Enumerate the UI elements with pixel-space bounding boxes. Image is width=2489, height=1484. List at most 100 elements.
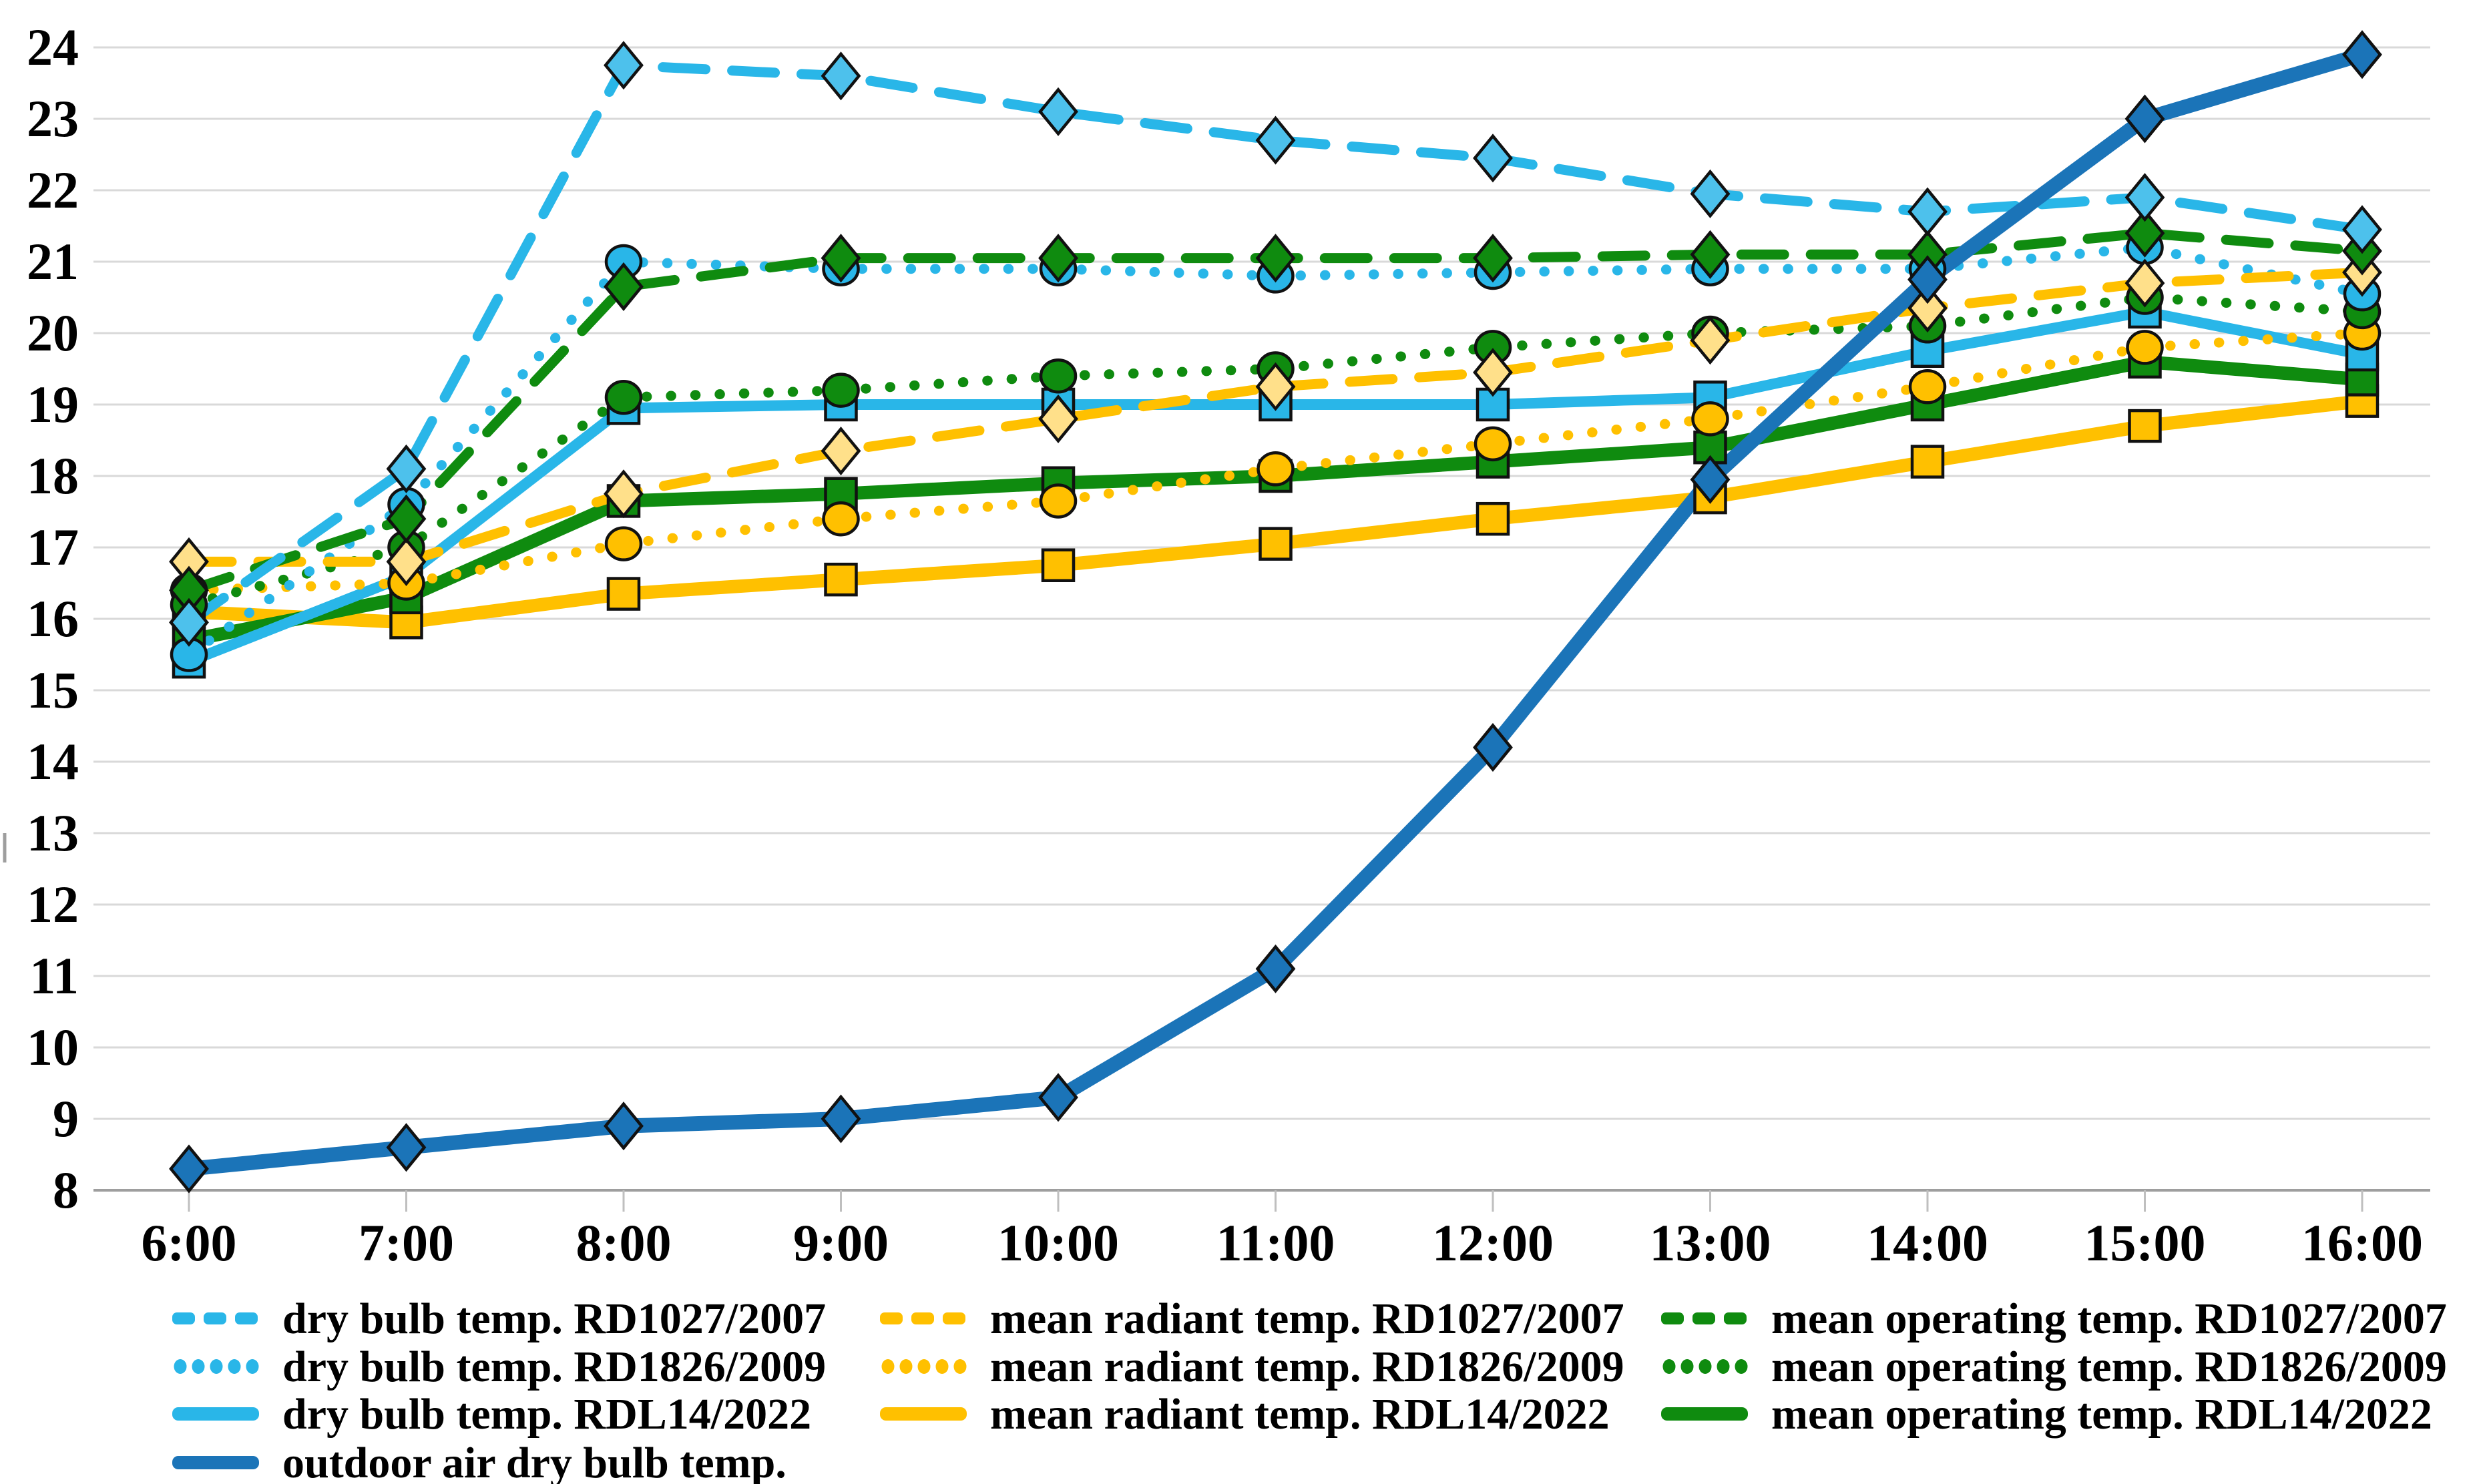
- marker-diamond-mean_operating_rd1027: [604, 262, 644, 312]
- x-axis-label-10:00: 10:00: [997, 1214, 1119, 1272]
- marker-square-mean_radiant_rdl14: [1259, 527, 1293, 561]
- legend-label-dry_bulb_rd1826: dry bulb temp. RD1826/2009: [282, 1342, 826, 1391]
- series-line-dry_bulb_rd1027: [184, 60, 2367, 628]
- marker-square-mean_radiant_rdl14: [1476, 501, 1510, 536]
- x-axis-label-13:00: 13:00: [1650, 1214, 1771, 1272]
- marker-diamond-mean_radiant_rd1027: [1907, 283, 1948, 333]
- y-axis-label-11: 11: [29, 947, 79, 1005]
- marker-diamond-outdoor: [1255, 944, 1296, 993]
- y-axis-label-18: 18: [27, 447, 79, 505]
- marker-diamond-outdoor: [1473, 723, 1513, 772]
- legend-item-mean_radiant_rdl14: mean radiant temp. RDL14/2022: [880, 1390, 1610, 1439]
- marker-circle-mean_radiant_rd1826: [1474, 426, 1512, 462]
- x-axis-label-15:00: 15:00: [2084, 1214, 2206, 1272]
- legend-swatch-dotted-dry_bulb_rd1826: [210, 1359, 223, 1374]
- y-axis-label-22: 22: [27, 161, 79, 219]
- x-axis-label-12:00: 12:00: [1432, 1214, 1554, 1272]
- legend-label-mean_radiant_rd1826: mean radiant temp. RD1826/2009: [990, 1342, 1624, 1391]
- marker-diamond-mean_operating_rd1027: [2124, 208, 2165, 258]
- y-axis-label-8: 8: [53, 1161, 79, 1219]
- legend-item-mean_operating_rdl14: mean operating temp. RDL14/2022: [1661, 1390, 2432, 1439]
- marker-diamond-outdoor: [169, 1144, 209, 1194]
- legend-swatch-dashed-dry_bulb_rd1027: [204, 1312, 226, 1324]
- marker-diamond-dry_bulb_rd1027: [2124, 173, 2165, 222]
- y-axis-label-9: 9: [53, 1089, 79, 1148]
- marker-diamond-outdoor: [604, 1101, 644, 1151]
- marker-circle-mean_radiant_rd1826: [1691, 401, 1729, 437]
- marker-diamond-outdoor: [1690, 455, 1731, 504]
- legend-swatch-dashed-mean_radiant_rd1027: [943, 1312, 965, 1324]
- marker-diamond-outdoor: [821, 1094, 861, 1144]
- legend-swatch-dotted-dry_bulb_rd1826: [228, 1359, 241, 1374]
- legend-swatch-solid-mean_radiant_rdl14: [880, 1407, 967, 1421]
- legend-swatch-dotted-mean_operating_rd1826: [1735, 1359, 1748, 1374]
- marker-circle-mean_operating_rd1826: [1039, 358, 1078, 394]
- legend-swatch-dotted-mean_radiant_rd1826: [935, 1359, 949, 1374]
- legend-item-mean_radiant_rd1826: mean radiant temp. RD1826/2009: [881, 1342, 1624, 1391]
- legend-label-dry_bulb_rd1027: dry bulb temp. RD1027/2007: [282, 1294, 826, 1343]
- marker-circle-mean_radiant_rd1826: [2126, 330, 2164, 365]
- y-axis-label-12: 12: [27, 875, 79, 933]
- marker-circle-mean_operating_rd1826: [822, 373, 860, 408]
- legend-swatch-dashed-dry_bulb_rd1027: [235, 1312, 258, 1324]
- marker-diamond-outdoor: [386, 1123, 427, 1172]
- x-axis-label-8:00: 8:00: [576, 1214, 672, 1272]
- y-axis-label-17: 17: [27, 518, 79, 576]
- marker-square-mean_radiant_rdl14: [606, 577, 641, 611]
- marker-diamond-outdoor: [2342, 30, 2382, 79]
- marker-square-dry_bulb_rdl14: [1476, 387, 1510, 422]
- marker-circle-mean_radiant_rd1826: [604, 526, 643, 561]
- y-axis-labels: 24 23 22 21 20 19 18 17 16 15 14 13 12 11 10 9 8: [27, 18, 79, 1219]
- legend-swatch-dashed-dry_bulb_rd1027: [172, 1312, 195, 1324]
- legend-swatch-dotted-mean_radiant_rd1826: [917, 1359, 931, 1374]
- marker-diamond-mean_operating_rd1027: [1473, 234, 1513, 283]
- legend-label-mean_radiant_rd1027: mean radiant temp. RD1027/2007: [990, 1294, 1624, 1343]
- marker-diamond-outdoor: [2124, 94, 2165, 144]
- marker-square-mean_radiant_rdl14: [824, 562, 858, 597]
- marker-diamond-dry_bulb_rd1027: [169, 597, 209, 647]
- marker-diamond-dry_bulb_rd1027: [1255, 115, 1296, 165]
- legend-label-dry_bulb_rdl14: dry bulb temp. RDL14/2022: [282, 1390, 811, 1439]
- series-line-mean_radiant_rdl14: [182, 394, 2369, 630]
- marker-circle-mean_operating_rd1826: [604, 380, 643, 415]
- marker-diamond-mean_operating_rd1027: [1690, 230, 1731, 279]
- y-axis-label-16: 16: [27, 589, 79, 648]
- x-axis-label-11:00: 11:00: [1216, 1214, 1335, 1272]
- legend-label-mean_operating_rdl14: mean operating temp. RDL14/2022: [1771, 1390, 2432, 1439]
- y-axis-label-13: 13: [27, 804, 79, 862]
- legend-swatch-dotted-mean_operating_rd1826: [1662, 1359, 1676, 1374]
- marker-diamond-mean_radiant_rd1027: [386, 537, 427, 586]
- x-axis: 6:00 7:00 8:00 9:00 10:00 11:00 12:00 13:00 14:0…: [142, 1190, 2423, 1272]
- legend-swatch-dotted-mean_radiant_rd1826: [881, 1359, 895, 1374]
- legend-swatch-dotted-mean_operating_rd1826: [1680, 1359, 1694, 1374]
- x-axis-label-16:00: 16:00: [2301, 1214, 2423, 1272]
- marker-diamond-mean_radiant_rd1027: [1690, 316, 1731, 365]
- legend-swatch-dotted-dry_bulb_rd1826: [192, 1359, 205, 1374]
- legend-swatch-dotted-mean_operating_rd1826: [1699, 1359, 1712, 1374]
- marker-diamond-dry_bulb_rd1027: [1690, 169, 1731, 218]
- marker-circle-mean_radiant_rd1826: [1257, 451, 1295, 487]
- marker-square-mean_radiant_rdl14: [2128, 409, 2162, 443]
- y-axis-label-15: 15: [27, 661, 79, 719]
- x-axis-label-14:00: 14:00: [1867, 1214, 1988, 1272]
- marker-diamond-mean_operating_rd1027: [386, 494, 427, 543]
- marker-diamond-mean_radiant_rd1027: [1473, 348, 1513, 397]
- series-line-dry_bulb_rd1826: [184, 242, 2367, 660]
- legend-swatch-dotted-dry_bulb_rd1826: [246, 1359, 259, 1374]
- marker-diamond-dry_bulb_rd1027: [821, 51, 861, 101]
- marker-diamond-mean_radiant_rd1027: [1038, 394, 1078, 443]
- marker-square-mean_radiant_rdl14: [1910, 445, 1945, 479]
- x-axis-label-6:00: 6:00: [142, 1214, 237, 1272]
- marker-diamond-mean_operating_rd1027: [821, 234, 861, 283]
- series-lines: [182, 47, 2369, 1176]
- marker-diamond-dry_bulb_rd1027: [1473, 134, 1513, 183]
- marker-diamond-mean_operating_rd1027: [1255, 234, 1296, 283]
- y-axis-label-24: 24: [27, 18, 79, 76]
- legend-label-mean_operating_rd1826: mean operating temp. RD1826/2009: [1771, 1342, 2447, 1391]
- legend-item-mean_radiant_rd1027: mean radiant temp. RD1027/2007: [880, 1294, 1624, 1343]
- y-axis-label-20: 20: [27, 304, 79, 362]
- marker-diamond-dry_bulb_rd1027: [604, 41, 644, 90]
- marker-square-mean_radiant_rdl14: [1041, 548, 1076, 582]
- legend-swatch-dashed-mean_operating_rd1027: [1724, 1312, 1747, 1324]
